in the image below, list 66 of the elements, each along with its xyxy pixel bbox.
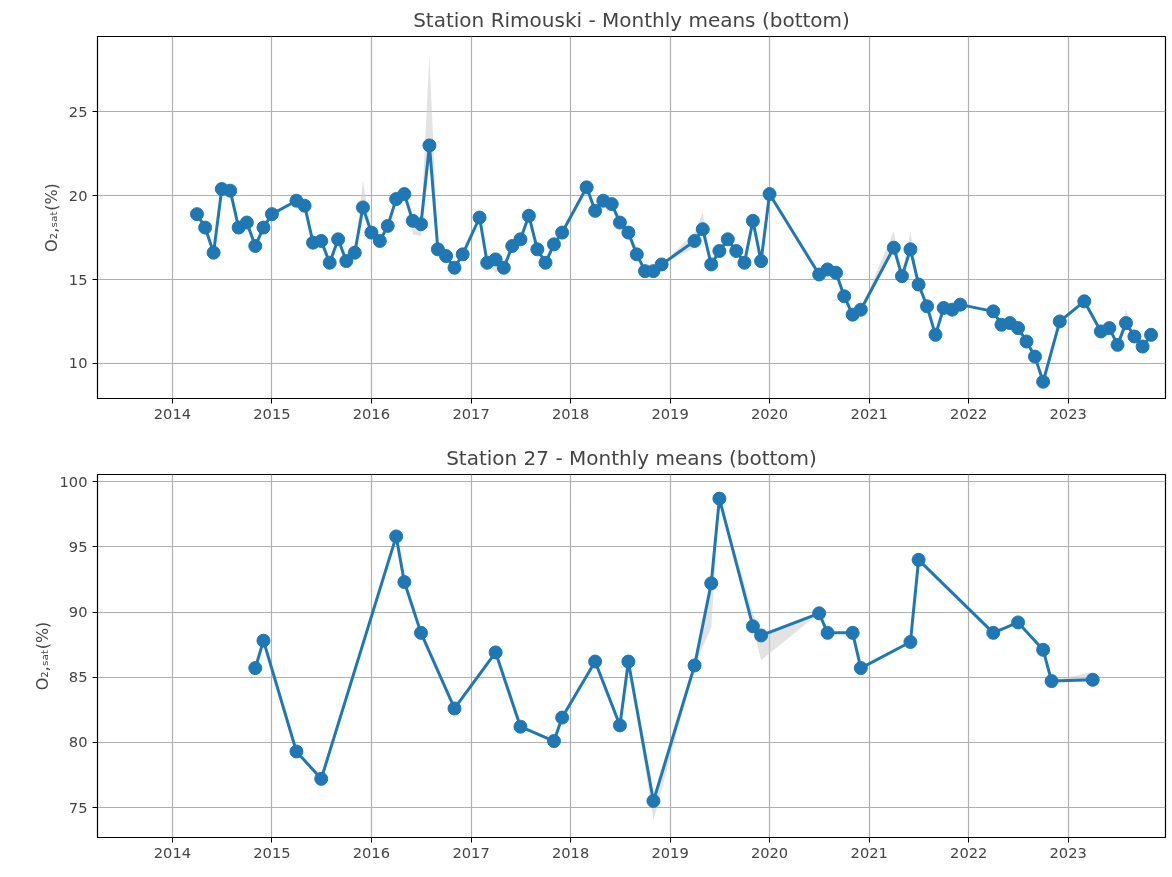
point	[986, 625, 1001, 640]
point	[911, 552, 926, 567]
x-tick-label: 2022	[950, 843, 988, 861]
x-tick-label: 2021	[850, 404, 888, 422]
x-tick-label: 2023	[1049, 404, 1087, 422]
y-tick-label: 75	[68, 798, 88, 816]
x-tick-label: 2019	[651, 404, 689, 422]
x-tick-label: 2020	[750, 404, 789, 422]
x-tick-label: 2017	[452, 404, 490, 422]
point	[1036, 642, 1051, 657]
point	[621, 654, 636, 669]
chart-title: Station 27 - Monthly means (bottom)	[446, 445, 817, 470]
point	[513, 719, 528, 734]
y-tick-label: 10	[68, 354, 88, 372]
point	[555, 710, 570, 725]
x-tick-label: 2016	[352, 404, 391, 422]
point	[397, 575, 412, 590]
y-tick-label: 25	[68, 102, 88, 120]
point	[704, 576, 719, 591]
y-tick-label: 90	[68, 603, 88, 621]
x-tick-label: 2015	[253, 843, 291, 861]
x-tick-label: 2023	[1049, 843, 1087, 861]
point	[687, 658, 702, 673]
x-tick-label: 2015	[253, 404, 291, 422]
point	[853, 661, 868, 676]
point	[712, 491, 727, 506]
point	[812, 606, 827, 621]
point	[612, 718, 627, 733]
y-tick-label: 85	[68, 668, 88, 686]
x-tick-label: 2016	[352, 843, 391, 861]
point	[248, 661, 263, 676]
y-tick-label: 95	[68, 537, 88, 555]
point	[1044, 674, 1059, 689]
x-tick-label: 2022	[950, 404, 988, 422]
point	[413, 625, 428, 640]
point	[588, 654, 603, 669]
y-tick-label: 15	[68, 270, 88, 288]
point	[389, 529, 404, 544]
y-tick-label: 80	[68, 733, 88, 751]
x-tick-label: 2018	[551, 404, 590, 422]
y-axis-title: O₂,ₛₐₜ(%)	[32, 621, 52, 691]
x-tick-label: 2014	[153, 404, 192, 422]
point	[1011, 615, 1026, 630]
x-tick-label: 2021	[850, 843, 888, 861]
point	[256, 633, 271, 648]
x-tick-label: 2020	[750, 843, 789, 861]
chart-title: Station Rimouski - Monthly means (bottom)	[413, 7, 850, 32]
point	[745, 619, 760, 634]
point	[646, 794, 661, 808]
point	[820, 625, 835, 640]
y-axis-title: O₂,ₛₐₜ(%)	[41, 183, 61, 252]
point	[289, 744, 304, 759]
point	[1085, 672, 1100, 687]
y-tick-label: 20	[68, 186, 88, 204]
point	[546, 734, 561, 749]
x-tick-label: 2019	[651, 843, 689, 861]
point	[447, 701, 462, 716]
x-tick-label: 2018	[551, 843, 590, 861]
x-tick-label: 2014	[153, 843, 192, 861]
point	[754, 628, 769, 643]
y-tick-label: 100	[59, 472, 88, 490]
point	[314, 771, 329, 786]
point	[488, 645, 503, 660]
point	[903, 635, 918, 649]
point	[845, 625, 860, 640]
x-tick-label: 2017	[452, 843, 490, 861]
